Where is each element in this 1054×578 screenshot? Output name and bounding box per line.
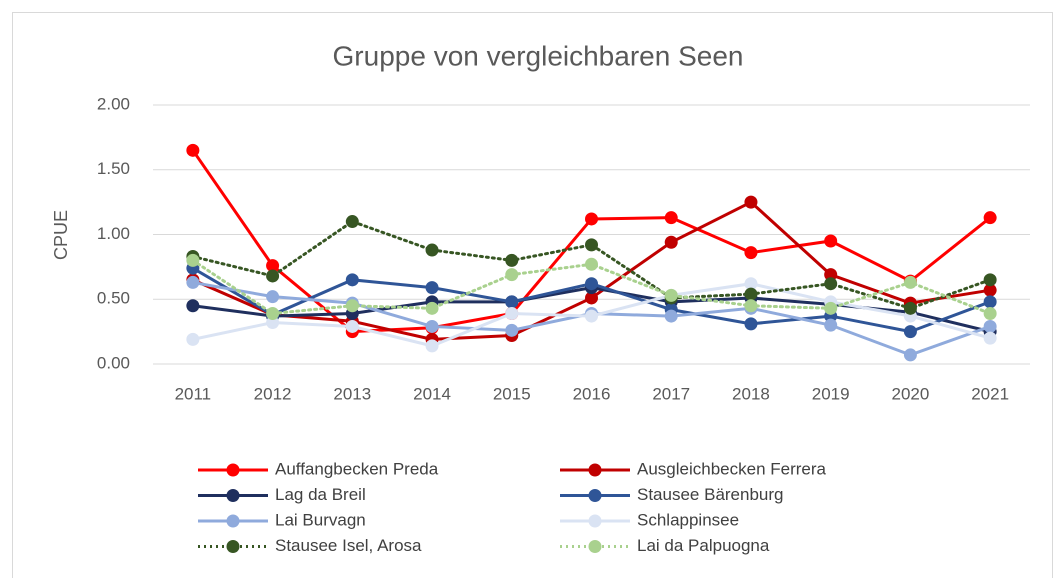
y-tick-label: 2.00 xyxy=(97,94,130,113)
point xyxy=(585,277,598,291)
point xyxy=(664,309,678,323)
point xyxy=(983,331,997,345)
point xyxy=(266,316,280,330)
point xyxy=(824,301,838,315)
legend-marker xyxy=(226,540,240,553)
legend-label: Lai da Palpuogna xyxy=(637,536,770,555)
point xyxy=(744,195,758,209)
point xyxy=(903,348,917,362)
point xyxy=(186,332,200,346)
point xyxy=(345,299,359,313)
point xyxy=(744,277,758,291)
point xyxy=(824,234,838,248)
legend-marker xyxy=(588,540,602,553)
legend-label: Lai Burvagn xyxy=(275,510,366,529)
point xyxy=(664,235,678,249)
x-tick-label: 2013 xyxy=(333,384,371,403)
y-tick-label: 0.50 xyxy=(97,289,130,308)
legend-label: Auffangbecken Preda xyxy=(275,459,439,478)
x-tick-label: 2011 xyxy=(175,384,212,403)
point xyxy=(186,299,200,313)
point xyxy=(664,288,678,302)
x-tick-label: 2017 xyxy=(652,384,690,403)
point xyxy=(585,212,598,226)
point xyxy=(266,306,280,320)
x-tick-label: 2019 xyxy=(812,384,850,403)
y-tick-label: 1.00 xyxy=(97,224,130,243)
x-tick-label: 2012 xyxy=(254,384,292,403)
legend-marker xyxy=(588,489,602,502)
point xyxy=(266,269,280,283)
point xyxy=(425,301,439,315)
point xyxy=(266,259,280,273)
legend-marker xyxy=(226,463,240,477)
point xyxy=(983,211,997,225)
legend-label: Stausee Bärenburg xyxy=(637,485,784,504)
point xyxy=(983,295,997,309)
point xyxy=(345,273,359,287)
point xyxy=(425,339,439,353)
legend-label: Schlappinsee xyxy=(637,510,739,529)
point xyxy=(903,325,917,339)
point xyxy=(744,287,758,301)
point xyxy=(744,299,758,313)
point xyxy=(505,268,519,282)
x-tick-label: 2016 xyxy=(573,384,611,403)
point xyxy=(824,318,838,332)
point xyxy=(505,323,519,337)
legend-marker xyxy=(588,514,602,528)
point xyxy=(983,273,997,287)
legend-label: Lag da Breil xyxy=(275,485,366,504)
point xyxy=(266,290,280,304)
point xyxy=(824,268,838,282)
y-tick-label: 1.50 xyxy=(97,159,130,178)
y-tick-label: 0.00 xyxy=(97,353,130,372)
point xyxy=(425,243,439,257)
y-axis-label: CPUE xyxy=(51,210,71,260)
x-tick-label: 2014 xyxy=(413,384,451,403)
point xyxy=(505,306,519,320)
point xyxy=(983,319,997,333)
point xyxy=(585,238,598,252)
point xyxy=(983,283,997,297)
point xyxy=(186,253,200,267)
legend-label: Stausee Isel, Arosa xyxy=(275,536,422,555)
point xyxy=(585,291,598,305)
point xyxy=(425,319,439,333)
point xyxy=(744,246,758,260)
point xyxy=(585,257,598,271)
point xyxy=(824,277,838,291)
point xyxy=(903,301,917,315)
point xyxy=(744,317,758,331)
x-tick-label: 2021 xyxy=(971,384,1009,403)
point xyxy=(585,309,598,323)
point xyxy=(425,281,439,295)
legend-label: Ausgleichbecken Ferrera xyxy=(637,459,827,478)
x-tick-label: 2018 xyxy=(732,384,770,403)
x-tick-label: 2020 xyxy=(891,384,929,403)
point xyxy=(186,143,200,157)
legend-marker xyxy=(588,463,602,477)
chart-border xyxy=(12,12,1053,578)
point xyxy=(505,295,519,309)
x-tick-label: 2015 xyxy=(493,384,531,403)
legend-marker xyxy=(226,514,240,528)
point xyxy=(505,253,519,267)
point xyxy=(186,275,200,289)
point xyxy=(345,319,359,333)
chart-title: Gruppe von vergleichbaren Seen xyxy=(333,40,744,71)
point xyxy=(983,306,997,320)
point xyxy=(903,275,917,289)
point xyxy=(345,215,359,229)
point xyxy=(664,211,678,225)
legend-marker xyxy=(226,489,240,502)
